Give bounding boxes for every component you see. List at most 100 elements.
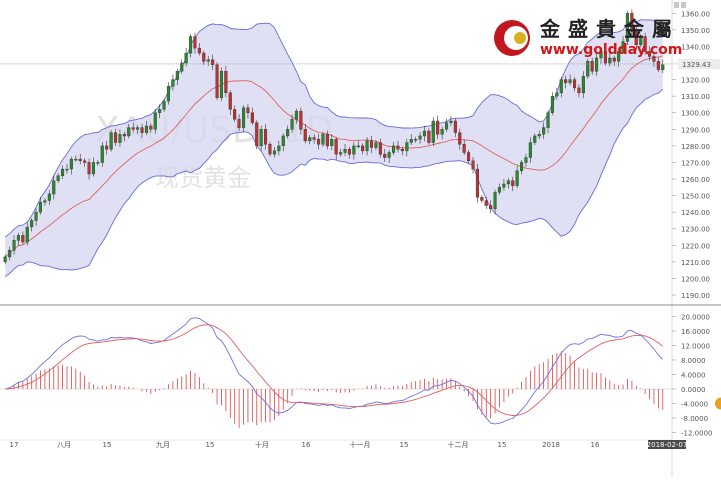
candle-body [3,256,7,263]
candle-body [237,119,241,128]
macd-y-tick-label: 12.0000 [681,342,710,350]
candlestick [135,125,140,134]
candle-body [634,31,638,46]
macd-panel [0,317,672,428]
candle-body [56,175,60,181]
candlestick [264,124,268,150]
candlestick [400,146,404,156]
candlestick [140,123,144,139]
y-tick-label: 1250.00 [681,193,710,201]
last-date-box [648,440,686,449]
candlestick [625,10,629,45]
date-tick-label: 15 [400,441,409,449]
candlestick [656,57,660,73]
candle-body [595,57,599,72]
candlestick [312,133,316,144]
candlestick [237,114,241,132]
candle-body [308,137,312,142]
candlestick [30,217,34,232]
candle-body [480,196,484,201]
candle-body [343,148,347,153]
y-tick-label: 1270.00 [681,159,710,167]
candle-body [625,13,629,42]
candle-body [392,145,396,153]
candle-body [246,107,250,114]
candle-body [347,148,352,155]
candlestick [228,90,232,115]
candlestick [599,48,603,64]
candle-body [656,61,660,70]
candle-body [38,201,42,213]
last-date-label: 2018-02-07 [647,441,688,449]
logo-char: 屬 [652,17,672,41]
candlestick [56,173,60,184]
logo-mark-dot [514,32,526,44]
candlestick [83,158,87,167]
candlestick [122,131,126,142]
candle-body [109,132,113,150]
candlestick [480,194,484,204]
candle-body [188,36,193,54]
candlestick [255,120,259,150]
candlestick [78,153,82,165]
candle-body [215,64,219,98]
candle-body [361,145,365,152]
candle-body [436,120,440,135]
candlestick [127,123,131,139]
logo-char: 盛 [568,17,588,41]
candle-body [158,109,162,113]
candlestick [506,178,510,189]
candle-body [303,129,307,142]
candle-body [74,158,78,161]
candle-body [52,180,56,195]
candle-body [61,168,65,176]
candle-body [467,152,471,162]
candlestick [34,208,38,226]
candle-body [515,170,519,186]
candle-body [365,140,369,151]
candle-body [648,51,652,57]
candlestick [162,98,166,112]
candlestick [440,126,444,140]
candlestick [219,67,224,102]
logo-url: www.goldday.com [540,42,682,58]
candle-body [193,36,197,49]
date-tick-label: 16 [591,441,600,449]
candle-body [184,52,188,64]
candlestick [100,142,104,167]
candlestick [153,108,157,134]
logo-char: 金 [539,17,561,41]
macd-y-tick-label: 20.0000 [681,313,710,321]
candlestick [405,138,409,157]
candle-body [8,250,12,258]
candle-body [555,92,559,97]
candlestick [87,158,91,180]
candlestick [184,47,188,67]
candle-body [661,64,665,70]
macd-signal-line [5,324,664,416]
candlestick [431,117,435,147]
candle-body [520,162,524,171]
candle-body [25,226,29,243]
candlestick [630,9,634,36]
candle-body [378,142,382,155]
candle-body [577,87,581,94]
candlestick [555,87,559,100]
candle-body [206,59,210,62]
candle-body [166,85,171,102]
y-tick-label: 1340.00 [681,43,710,51]
candlestick [21,231,25,245]
date-tick-label: 17 [10,441,19,449]
candlestick [347,146,352,159]
last-price-label: 1329.43 [682,61,711,69]
candlestick [299,107,303,135]
candle-body [542,127,546,135]
candlestick [131,122,135,133]
candle-body [149,125,153,130]
candle-body [617,51,621,62]
macd-y-tick-label: 4.0000 [681,372,706,380]
candle-body [369,140,374,148]
candlestick [294,108,299,124]
candlestick [436,115,440,139]
candle-body [414,138,418,141]
